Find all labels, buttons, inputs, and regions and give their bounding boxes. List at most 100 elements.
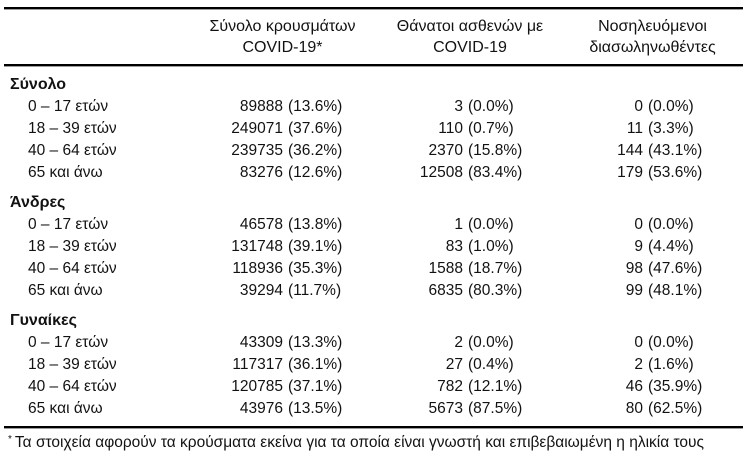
intubated-cell: 2 (1.6%)	[565, 354, 740, 376]
column-header-intubated: Νοσηλευόμενοι διασωληνωθέντες	[565, 16, 740, 58]
cases-cell: 43976 (13.5%)	[190, 398, 375, 420]
deaths-cell: 1 (0.0%)	[375, 214, 565, 236]
table-row: 0 – 17 ετών 43309 (13.3%) 2 (0.0%) 0 (0.0%)	[0, 332, 747, 354]
cases-percent: (13.8%)	[288, 216, 343, 233]
column-header-cases-line2: COVID-19*	[242, 39, 323, 56]
cases-value: 131748	[231, 238, 283, 255]
section-header-total: Σύνολο	[0, 66, 747, 96]
intubated-cell: 80 (62.5%)	[565, 398, 740, 420]
table-row: 40 – 64 ετών 239735 (36.2%) 2370 (15.8%) 1…	[0, 140, 747, 162]
cases-cell: 239735 (36.2%)	[190, 140, 375, 162]
column-header-deaths: Θάνατοι ασθενών με COVID-19	[375, 16, 565, 58]
cases-cell: 43309 (13.3%)	[190, 332, 375, 354]
intubated-percent: (0.0%)	[648, 216, 694, 233]
intubated-percent: (0.0%)	[648, 98, 694, 115]
intubated-percent: (0.0%)	[648, 334, 694, 351]
deaths-value: 1588	[428, 260, 463, 277]
row-label: 40 – 64 ετών	[28, 260, 117, 277]
column-header-deaths-line2: COVID-19	[433, 39, 507, 56]
cases-cell: 83276 (12.6%)	[190, 162, 375, 184]
cases-percent: (37.1%)	[288, 378, 343, 395]
deaths-value: 110	[438, 120, 463, 137]
section-header-men: Άνδρες	[0, 184, 747, 214]
cases-cell: 131748 (39.1%)	[190, 236, 375, 258]
cases-percent: (11.7%)	[288, 282, 342, 299]
cases-percent: (13.6%)	[288, 98, 343, 115]
cases-percent: (39.1%)	[288, 238, 343, 255]
column-header-intubated-line1: Νοσηλευόμενοι	[598, 18, 707, 35]
deaths-cell: 12508 (83.4%)	[375, 162, 565, 184]
deaths-cell: 27 (0.4%)	[375, 354, 565, 376]
intubated-value: 99	[625, 282, 643, 299]
deaths-percent: (0.7%)	[468, 120, 514, 137]
cases-cell: 46578 (13.8%)	[190, 214, 375, 236]
cases-value: 89888	[239, 98, 283, 115]
intubated-cell: 144 (43.1%)	[565, 140, 740, 162]
cases-cell: 120785 (37.1%)	[190, 376, 375, 398]
footnote-marker: *	[8, 434, 12, 445]
deaths-percent: (87.5%)	[468, 400, 523, 417]
deaths-value: 12508	[419, 164, 463, 181]
intubated-value: 2	[634, 356, 643, 373]
cases-value: 118936	[232, 260, 283, 277]
deaths-value: 5673	[428, 400, 463, 417]
table-row: 65 και άνω 43976 (13.5%) 5673 (87.5%) 80 (6…	[0, 398, 747, 420]
intubated-cell: 98 (47.6%)	[565, 258, 740, 280]
footnote-rule	[4, 426, 743, 428]
cases-cell: 249071 (37.6%)	[190, 118, 375, 140]
cases-percent: (36.1%)	[288, 356, 343, 373]
section-header-women: Γυναίκες	[0, 302, 747, 332]
row-label: 0 – 17 ετών	[28, 334, 109, 351]
table-row: 18 – 39 ετών 131748 (39.1%) 83 (1.0%) 9 (4.…	[0, 236, 747, 258]
deaths-cell: 83 (1.0%)	[375, 236, 565, 258]
cases-cell: 89888 (13.6%)	[190, 96, 375, 118]
table-row: 0 – 17 ετών 46578 (13.8%) 1 (0.0%) 0 (0.0%)	[0, 214, 747, 236]
deaths-percent: (0.0%)	[468, 98, 514, 115]
row-label: 0 – 17 ετών	[28, 216, 109, 233]
intubated-value: 80	[625, 400, 643, 417]
deaths-value: 2	[454, 334, 463, 351]
covid-demographics-table: Σύνολο κρουσμάτων COVID-19* Θάνατοι ασθε…	[0, 7, 747, 453]
table-row: 0 – 17 ετών 89888 (13.6%) 3 (0.0%) 0 (0.0%)	[0, 96, 747, 118]
intubated-percent: (47.6%)	[648, 260, 703, 277]
top-rule	[4, 7, 743, 9]
cases-value: 120785	[231, 378, 283, 395]
section-label: Άνδρες	[10, 194, 66, 211]
deaths-percent: (0.4%)	[468, 356, 514, 373]
intubated-percent: (53.6%)	[648, 164, 703, 181]
cases-percent: (13.5%)	[288, 400, 343, 417]
intubated-percent: (35.9%)	[648, 378, 703, 395]
cases-cell: 117317 (36.1%)	[190, 354, 375, 376]
row-label: 18 – 39 ετών	[28, 120, 117, 137]
table-row: 65 και άνω 39294 (11.7%) 6835 (80.3%) 99 (4…	[0, 280, 747, 302]
intubated-value: 0	[634, 216, 643, 233]
deaths-value: 27	[445, 356, 463, 373]
deaths-percent: (18.7%)	[468, 260, 523, 277]
intubated-cell: 99 (48.1%)	[565, 280, 740, 302]
row-label: 65 και άνω	[28, 400, 103, 417]
intubated-value: 179	[617, 164, 643, 181]
cases-percent: (36.2%)	[288, 142, 343, 159]
deaths-percent: (0.0%)	[468, 216, 514, 233]
intubated-cell: 11 (3.3%)	[565, 118, 740, 140]
section-label: Γυναίκες	[10, 312, 77, 329]
intubated-percent: (48.1%)	[648, 282, 703, 299]
row-label: 40 – 64 ετών	[28, 142, 117, 159]
column-header-intubated-line2: διασωληνωθέντες	[589, 39, 716, 56]
deaths-cell: 1588 (18.7%)	[375, 258, 565, 280]
row-label: 65 και άνω	[28, 164, 103, 181]
row-label: 18 – 39 ετών	[28, 356, 117, 373]
deaths-percent: (1.0%)	[468, 238, 514, 255]
cases-value: 249071	[231, 120, 283, 137]
deaths-cell: 782 (12.1%)	[375, 376, 565, 398]
cases-value: 83276	[239, 164, 283, 181]
intubated-value: 46	[625, 378, 643, 395]
cases-value: 43976	[239, 400, 283, 417]
row-label: 65 και άνω	[28, 282, 103, 299]
row-label: 0 – 17 ετών	[28, 98, 109, 115]
table-row: 40 – 64 ετών 120785 (37.1%) 782 (12.1%) 46…	[0, 376, 747, 398]
intubated-value: 0	[634, 98, 643, 115]
intubated-cell: 0 (0.0%)	[565, 332, 740, 354]
deaths-percent: (12.1%)	[468, 378, 523, 395]
footnote: * Τα στοιχεία αφορούν τα κρούσματα εκείνα…	[0, 428, 747, 453]
